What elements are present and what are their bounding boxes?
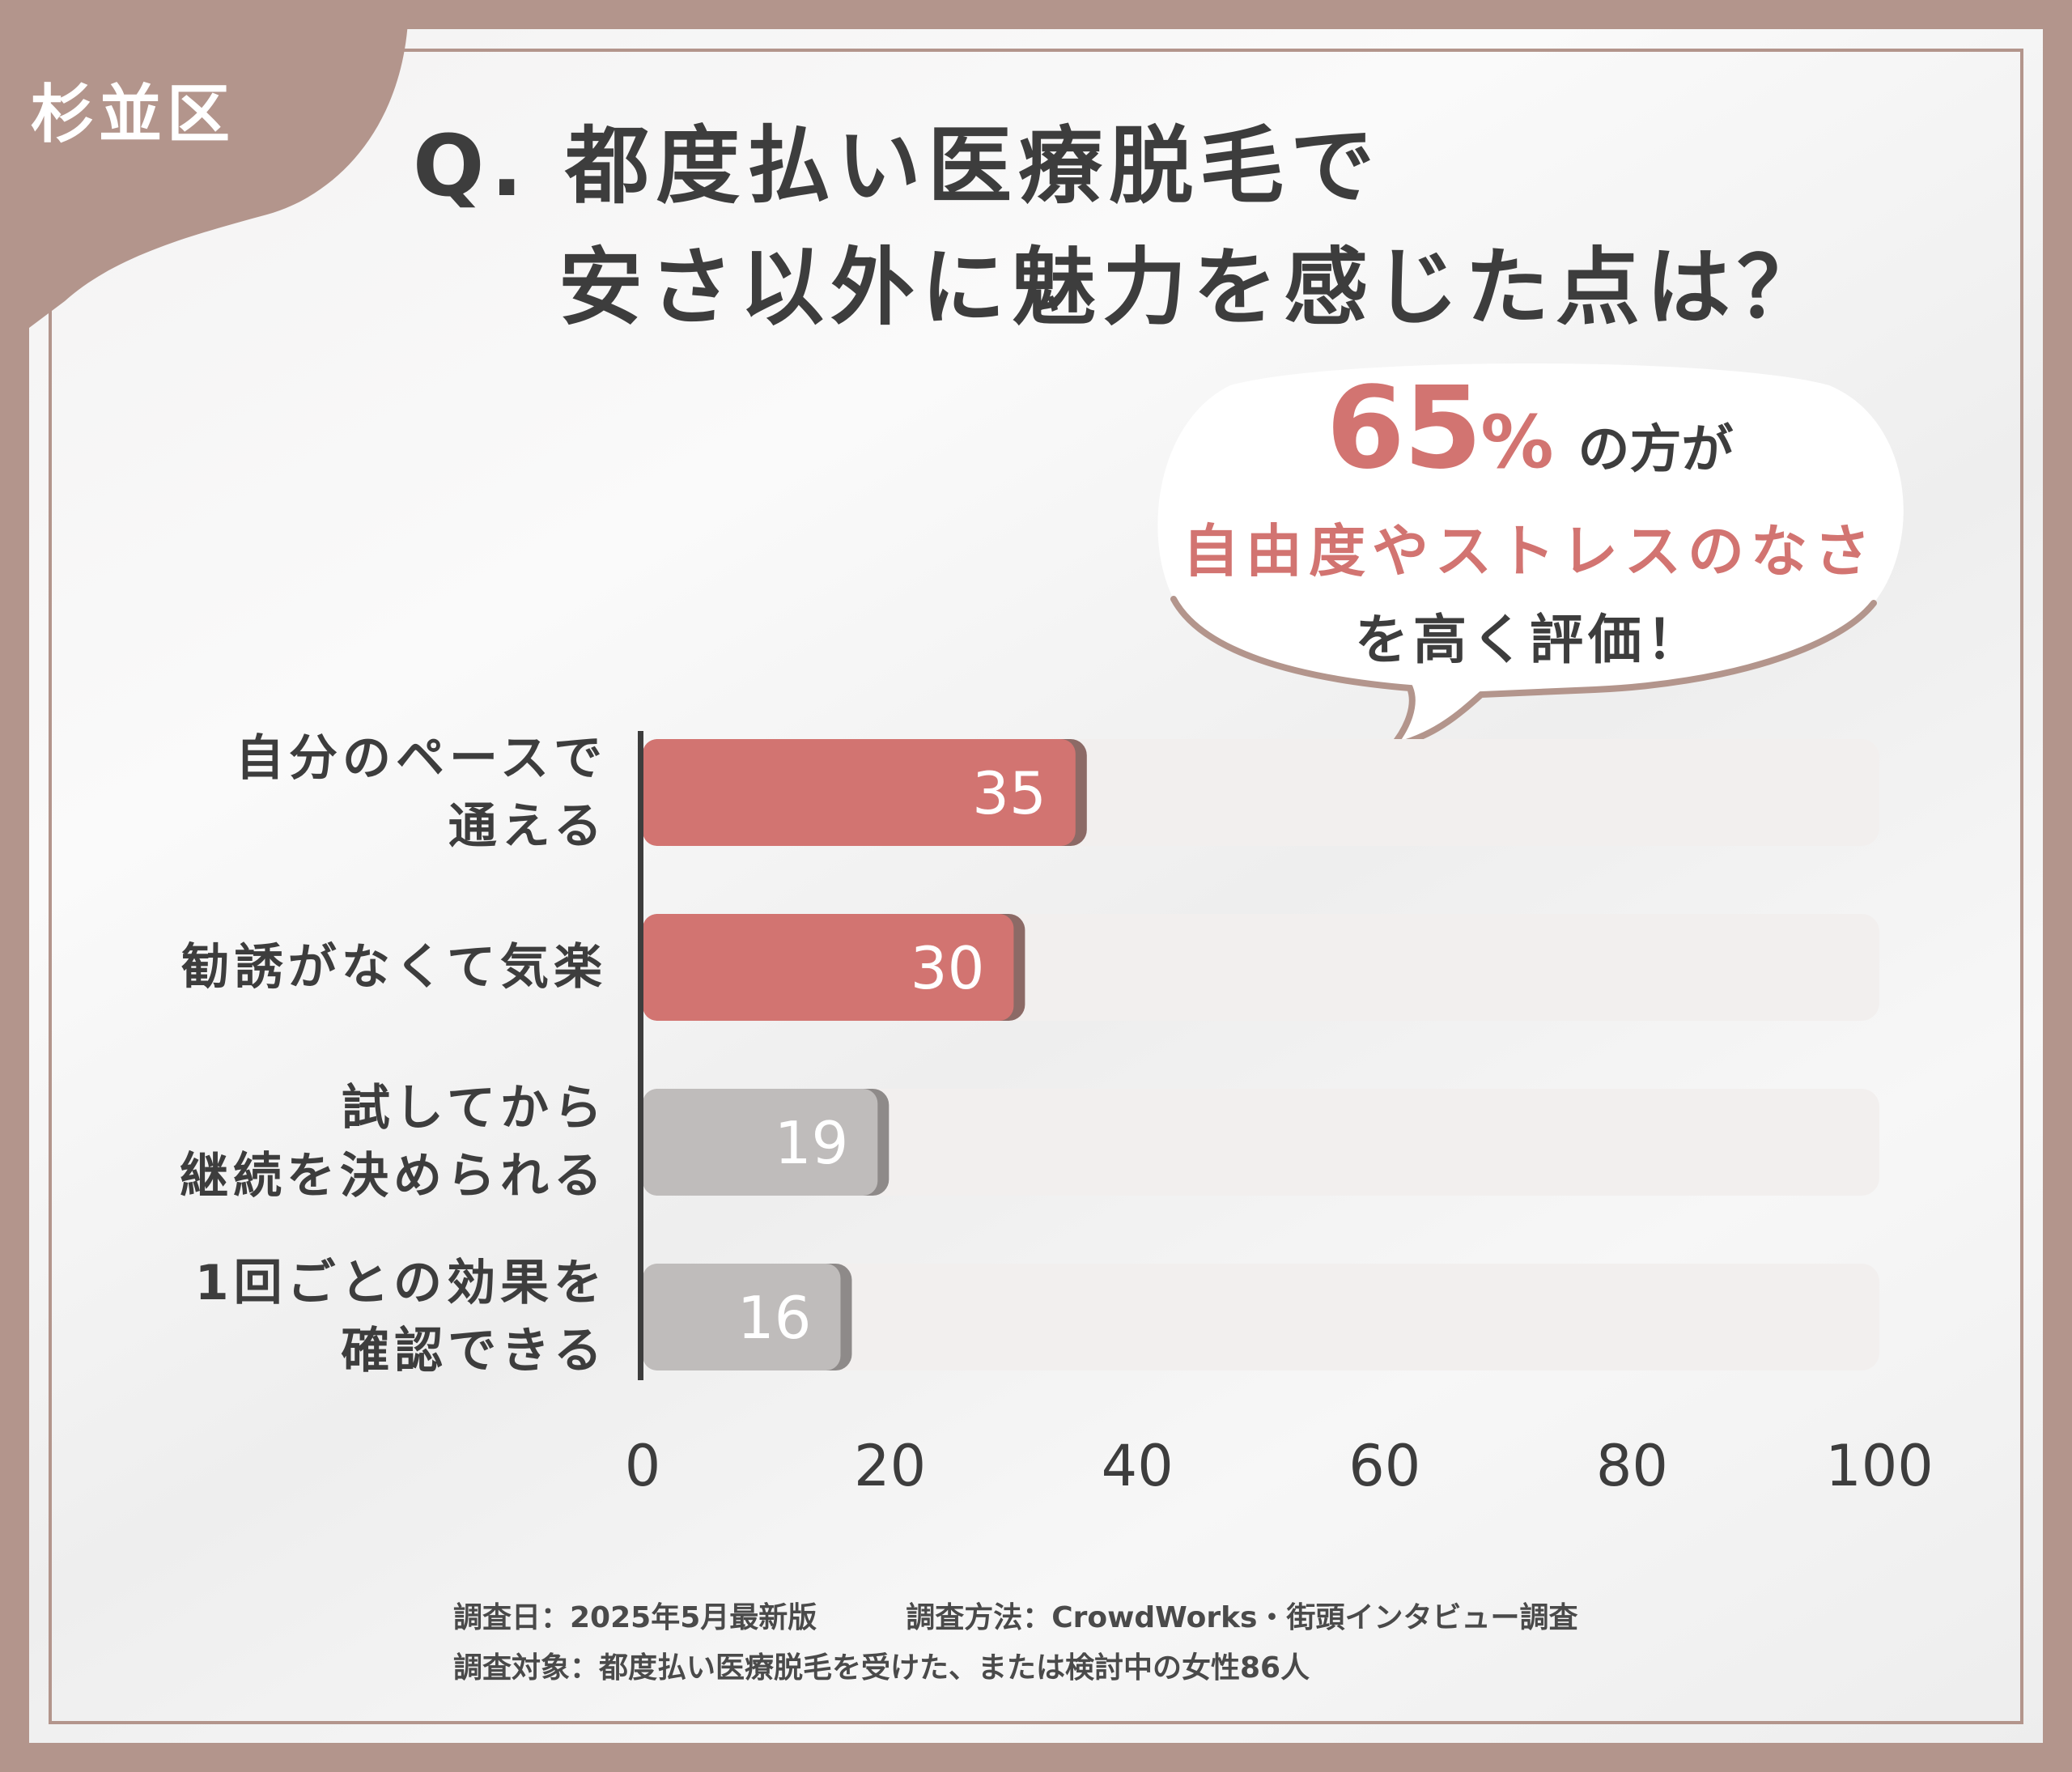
bar-value-label: 35 — [972, 759, 1047, 827]
x-tick-label: 20 — [854, 1433, 926, 1499]
bar-track — [643, 1089, 1879, 1196]
x-tick-label: 40 — [1102, 1433, 1174, 1499]
x-tick-label: 100 — [1825, 1433, 1934, 1499]
question-title: Q. 都度払い医療脱毛で 安さ以外に魅力を感じた点は？ — [413, 105, 2032, 348]
bar — [643, 1089, 878, 1196]
bar-value-label: 30 — [911, 934, 985, 1002]
survey-footer: 調査日：2025年5月最新版 調査方法：CrowdWorks・街頭インタビュー調査… — [453, 1593, 1829, 1693]
card — [29, 29, 2043, 1743]
region-tag: 杉並区 — [31, 79, 236, 151]
callout-line-3: を高く評価！ — [1355, 609, 1705, 671]
bar-track — [643, 1264, 1879, 1370]
bar — [643, 739, 1076, 846]
corner-tab — [0, 0, 409, 328]
x-tick-label: 60 — [1348, 1433, 1420, 1499]
x-tick-label: 80 — [1596, 1433, 1668, 1499]
callout-percent: 65 — [1326, 363, 1482, 495]
survey-target: 調査対象：都度払い医療脱毛を受けた、または検討中の女性86人 — [453, 1651, 1310, 1685]
category-label: 自分のペースで 通える — [236, 730, 607, 855]
bar-value-label: 16 — [737, 1284, 812, 1352]
callout-line-1: 65% の方が — [1149, 372, 1910, 507]
callout-percent-sign: % — [1480, 400, 1554, 485]
x-tick-label: 0 — [625, 1433, 661, 1499]
footer-row-1: 調査日：2025年5月最新版 調査方法：CrowdWorks・街頭インタビュー調査 — [453, 1593, 1829, 1643]
question-line-2: 安さ以外に魅力を感じた点は？ — [558, 238, 1828, 337]
survey-method: 調査方法：CrowdWorks・街頭インタビュー調査 — [906, 1601, 1578, 1634]
bar-value-label: 19 — [775, 1109, 849, 1177]
callout-highlight: 自由度やストレスのなさ — [1182, 518, 1877, 584]
bar — [643, 914, 1014, 1021]
bar — [643, 1264, 841, 1370]
callout-text: 65% の方が 自由度やストレスのなさ を高く評価！ — [1149, 372, 1910, 685]
category-label: 1回ごとの効果を 確認できる — [194, 1255, 607, 1379]
category-label: 試してから 継続を決められる — [180, 1080, 607, 1205]
category-label: 勧誘がなくて気楽 — [180, 939, 607, 996]
question-line-1: Q. 都度払い医療脱毛で — [413, 117, 1382, 215]
survey-date: 調査日：2025年5月最新版 — [453, 1601, 817, 1634]
y-axis-line — [638, 731, 643, 1380]
callout-suffix: の方が — [1577, 420, 1734, 480]
